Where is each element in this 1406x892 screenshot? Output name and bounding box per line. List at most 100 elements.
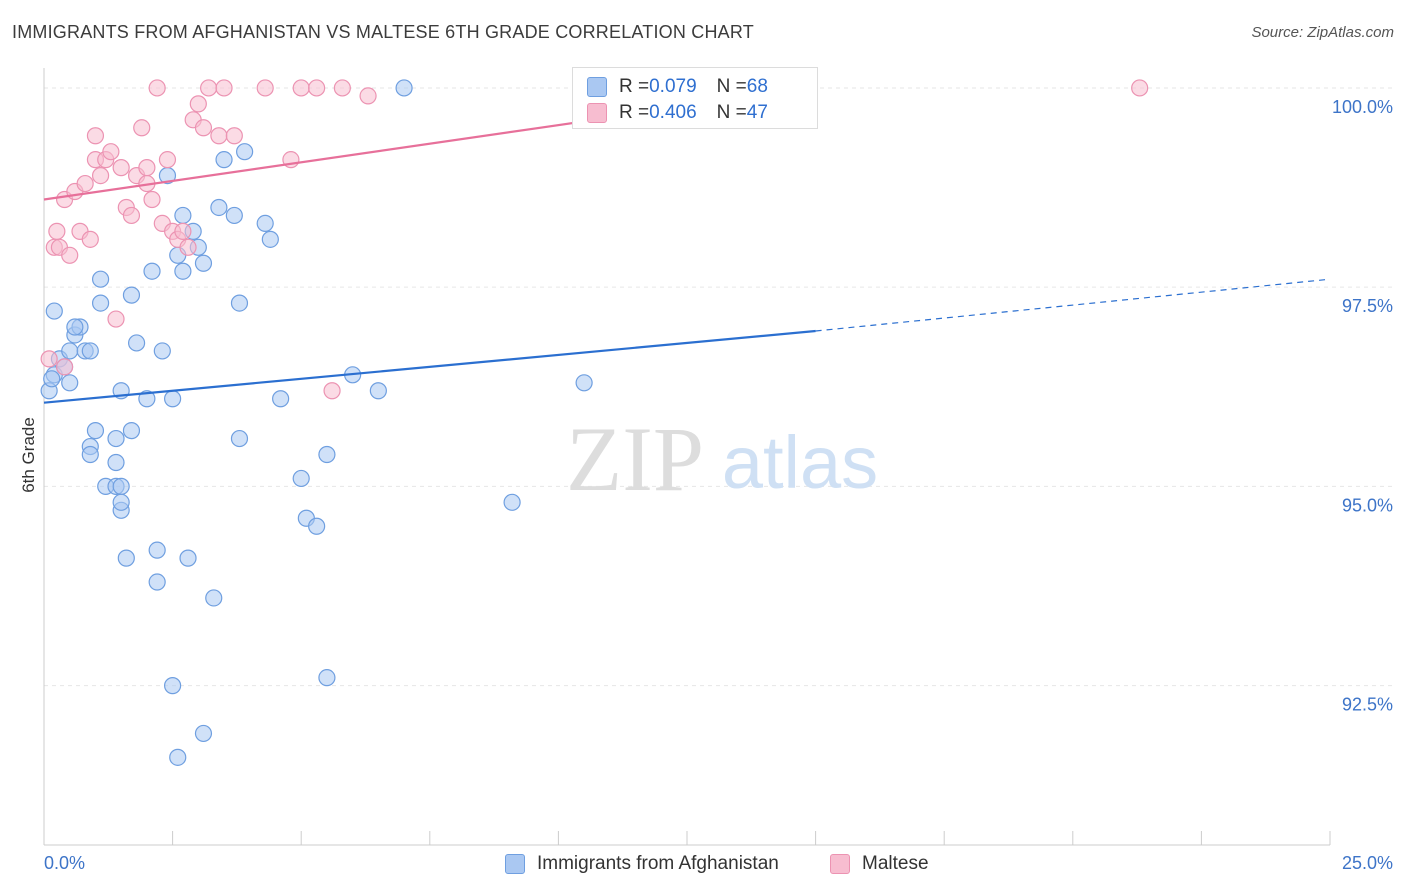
afghanistan-point bbox=[122, 286, 141, 304]
afghanistan-point bbox=[174, 262, 192, 280]
afghanistan-point bbox=[153, 342, 171, 360]
maltese-point bbox=[133, 119, 151, 137]
afghanistan-point bbox=[66, 318, 84, 336]
afghanistan-point bbox=[292, 469, 310, 488]
maltese-point bbox=[215, 79, 233, 97]
maltese-point bbox=[179, 238, 197, 256]
afghanistan-point bbox=[143, 262, 161, 280]
blue-swatch-icon bbox=[587, 77, 607, 97]
watermark-atlas: atlas bbox=[722, 421, 878, 504]
afghanistan-point bbox=[272, 390, 290, 408]
grid-layer bbox=[44, 87, 1393, 687]
maltese-point bbox=[174, 222, 192, 240]
chart-title: IMMIGRANTS FROM AFGHANISTAN VS MALTESE 6… bbox=[12, 22, 754, 42]
afghanistan-point bbox=[45, 302, 63, 320]
maltese-point bbox=[148, 79, 166, 97]
afghanistan-point bbox=[575, 374, 593, 392]
maltese-point bbox=[48, 222, 66, 240]
afghanistan-point bbox=[194, 724, 213, 743]
afghanistan-point bbox=[164, 390, 182, 408]
maltese-point bbox=[308, 79, 326, 97]
watermark-zip: ZIP bbox=[566, 408, 704, 510]
stats-r-label: R = bbox=[619, 76, 650, 97]
maltese-point bbox=[91, 166, 110, 185]
afghanistan-point bbox=[174, 206, 192, 225]
legend-item-afghanistan[interactable]: Immigrants from Afghanistan bbox=[505, 852, 779, 876]
afghanistan-point bbox=[261, 230, 279, 248]
chart-source: Source: ZipAtlas.com bbox=[1251, 24, 1394, 41]
legend-item-maltese[interactable]: Maltese bbox=[830, 852, 929, 876]
afghanistan-point bbox=[503, 493, 521, 511]
afghanistan-point bbox=[308, 517, 326, 535]
x-tick-label-max: 25.0% bbox=[1342, 853, 1393, 873]
afghanistan-point bbox=[122, 422, 141, 440]
stats-r-value: 0.406 bbox=[649, 102, 697, 123]
stats-n-label: N = bbox=[716, 102, 747, 123]
pink-swatch-icon bbox=[587, 103, 607, 123]
afghanistan-point bbox=[230, 429, 249, 448]
maltese-point bbox=[225, 127, 243, 145]
maltese-point bbox=[81, 230, 99, 248]
stats-n-label: N = bbox=[716, 76, 747, 97]
afghanistan-point bbox=[112, 477, 130, 495]
maltese-point bbox=[122, 206, 141, 225]
maltese-point bbox=[138, 159, 156, 177]
points-layer bbox=[40, 79, 1149, 766]
stats-r-value: 0.079 bbox=[649, 76, 697, 97]
afghanistan-point bbox=[91, 270, 110, 288]
afghanistan-point bbox=[81, 342, 99, 360]
stats-row-afghanistan: R = 0.079 N = 68 bbox=[587, 74, 768, 100]
axis-layer: 92.5% 95.0% 97.5% 100.0% bbox=[43, 68, 1393, 846]
maltese-point bbox=[210, 127, 228, 145]
maltese-point bbox=[40, 350, 58, 368]
afghanistan-point bbox=[61, 342, 79, 360]
maltese-point bbox=[158, 151, 177, 169]
maltese-point bbox=[359, 87, 377, 105]
afghanistan-point bbox=[43, 370, 61, 388]
y-axis-title: 6th Grade bbox=[19, 417, 38, 493]
afghanistan-point bbox=[205, 589, 223, 607]
afghanistan-point bbox=[91, 294, 110, 312]
maltese-point bbox=[200, 79, 218, 97]
maltese-point bbox=[194, 119, 213, 137]
maltese-point bbox=[323, 382, 341, 400]
afghanistan-point bbox=[318, 445, 336, 464]
afghanistan-trend-line bbox=[43, 329, 816, 404]
afghanistan-point bbox=[86, 422, 105, 440]
y-tick-label: 100.0% bbox=[1332, 97, 1393, 117]
maltese-point bbox=[102, 143, 120, 161]
afghanistan-point bbox=[61, 374, 79, 392]
maltese-point bbox=[61, 246, 79, 264]
legend-label: Immigrants from Afghanistan bbox=[537, 853, 779, 874]
stats-n-value: 68 bbox=[746, 76, 768, 97]
afghanistan-trend-extension bbox=[815, 278, 1331, 332]
maltese-point bbox=[189, 95, 207, 113]
afghanistan-point bbox=[194, 254, 213, 272]
stats-r-label: R = bbox=[619, 102, 650, 123]
maltese-point bbox=[76, 174, 94, 193]
afghanistan-point bbox=[256, 214, 274, 233]
afghanistan-point bbox=[215, 151, 233, 169]
afghanistan-point bbox=[148, 541, 166, 559]
maltese-point bbox=[292, 79, 310, 97]
stats-row-maltese: R = 0.406 N = 47 bbox=[587, 100, 768, 126]
y-tick-label: 95.0% bbox=[1342, 495, 1393, 515]
maltese-point bbox=[55, 358, 74, 376]
stats-box: R = 0.079 N = 68 R = 0.406 N = 47 bbox=[572, 67, 818, 129]
blue-swatch-icon bbox=[505, 854, 525, 874]
maltese-point bbox=[1131, 79, 1149, 97]
afghanistan-point bbox=[369, 382, 387, 400]
y-tick-label: 97.5% bbox=[1342, 296, 1393, 316]
afghanistan-point bbox=[164, 677, 182, 695]
maltese-point bbox=[107, 310, 125, 328]
afghanistan-point bbox=[107, 453, 125, 472]
pink-swatch-icon bbox=[830, 854, 850, 874]
afghanistan-point bbox=[318, 669, 336, 687]
legend-label: Maltese bbox=[862, 853, 929, 874]
afghanistan-point bbox=[148, 573, 166, 591]
afghanistan-point bbox=[230, 294, 249, 312]
afghanistan-point bbox=[210, 198, 228, 217]
afghanistan-point bbox=[81, 445, 99, 464]
stats-n-value: 47 bbox=[746, 102, 768, 123]
